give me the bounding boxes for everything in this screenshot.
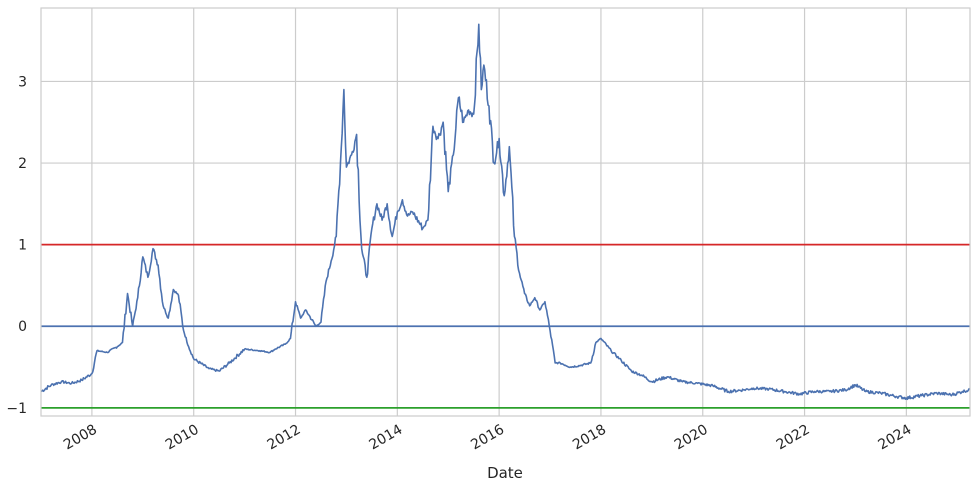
x-tick-label: 2008 [61,422,100,454]
plot-background [41,8,970,416]
x-tick-labels: 2008 2010 2012 2014 2016 2018 2020 2022 2024 [61,422,914,454]
y-tick-label: 1 [18,238,27,254]
x-axis-title: Date [487,464,523,482]
x-tick-label: 2016 [468,422,507,454]
x-tick-label: 2022 [774,422,813,454]
y-tick-label: 3 [18,74,27,90]
x-tick-label: 2020 [672,422,711,454]
x-gridlines [91,8,907,416]
x-tick-label: 2024 [876,422,915,454]
x-tick-label: 2018 [570,422,609,454]
y-tick-label: 2 [18,156,27,172]
plot-frame [40,7,971,417]
series-layer [40,23,971,401]
x-tick-label: 2014 [366,422,405,454]
x-tick-label: 2010 [163,422,202,454]
y-tick-labels: −1 0 1 2 3 [6,74,27,416]
y-tick-label: 0 [18,319,27,335]
reference-lines [41,243,970,409]
y-tick-label: −1 [6,401,27,417]
x-tick-label: 2012 [265,422,304,454]
series-line [40,23,971,401]
